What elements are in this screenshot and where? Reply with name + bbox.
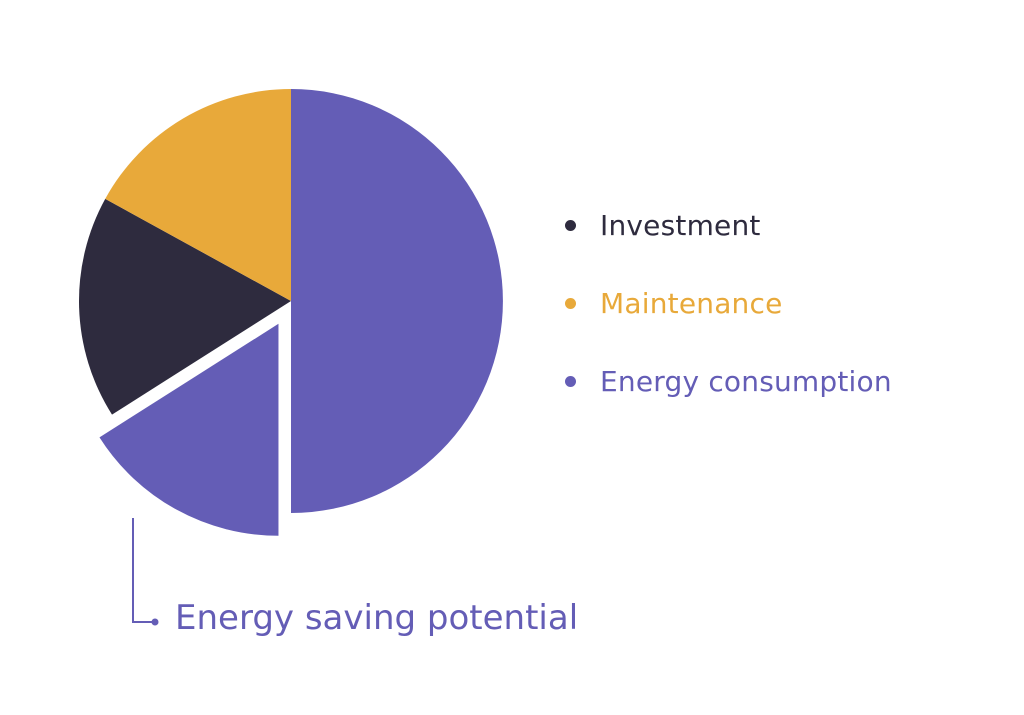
callout-energy-saving-potential: Energy saving potential: [175, 598, 579, 638]
legend-item-maintenance: Maintenance: [565, 278, 892, 328]
legend-swatch-investment: [565, 219, 576, 231]
legend-item-energy-consumption: Energy consumption: [565, 356, 892, 406]
callout-connector: [132, 518, 159, 626]
pie-slice-energy-saving-potential: [99, 323, 279, 536]
pie-slices: [78, 89, 503, 536]
legend-swatch-energy-consumption: [565, 375, 576, 387]
chart-legend: Investment Maintenance Energy consumptio…: [565, 200, 892, 434]
legend-label-maintenance: Maintenance: [600, 286, 783, 320]
pie-slice-investment: [78, 198, 291, 415]
pie-slice-energy-consumption: [291, 89, 503, 513]
legend-swatch-maintenance: [565, 297, 576, 309]
legend-label-investment: Investment: [600, 208, 761, 242]
legend-label-energy-consumption: Energy consumption: [600, 364, 892, 398]
legend-item-investment: Investment: [565, 200, 892, 250]
pie-slice-maintenance: [105, 89, 291, 301]
